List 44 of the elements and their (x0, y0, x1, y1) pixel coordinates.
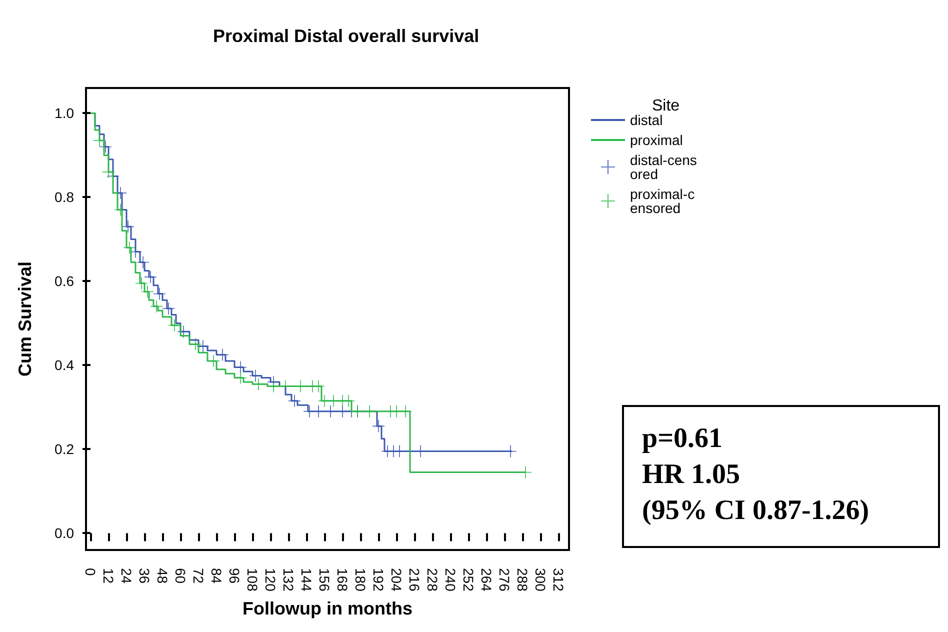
x-tick-label: 252 (460, 568, 476, 592)
legend-label: proximal-censored (630, 186, 695, 216)
x-tick-label: 36 (136, 568, 152, 584)
text: (95% CI 0.87-1.26) (642, 494, 870, 528)
x-tick-label: 60 (172, 568, 188, 584)
x-tick-label: 24 (118, 568, 134, 584)
x-tick-label: 312 (550, 568, 566, 592)
x-tick-label: 168 (334, 568, 350, 592)
x-tick-label: 300 (532, 568, 548, 592)
y-tick-label: 0.0 (54, 525, 74, 542)
chart-title: Proximal Distal overall survival (213, 26, 480, 46)
x-tick-label: 0 (82, 568, 98, 576)
x-tick-label: 264 (478, 568, 494, 592)
text: HR 1.05 (642, 458, 741, 492)
legend-title: Site (652, 98, 680, 114)
x-tick-label: 48 (154, 568, 170, 584)
x-tick-label: 108 (244, 568, 260, 592)
x-tick-label: 144 (298, 568, 314, 592)
x-tick-label: 96 (226, 568, 242, 584)
x-tick-label: 156 (316, 568, 332, 592)
x-tick-label: 84 (208, 568, 224, 584)
x-tick-label: 276 (496, 568, 512, 592)
x-axis-title: Followup in months (242, 598, 412, 618)
x-tick-label: 228 (424, 568, 440, 592)
y-axis-title: Cum Survival (15, 261, 35, 377)
x-tick-label: 192 (370, 568, 386, 592)
y-tick-label: 0.8 (54, 189, 74, 206)
x-tick-label: 72 (190, 568, 206, 584)
x-tick-label: 12 (100, 568, 116, 584)
x-tick-label: 240 (442, 568, 458, 592)
x-tick-label: 120 (262, 568, 278, 592)
x-tick-label: 216 (406, 568, 422, 592)
legend-label: distal-censored (630, 152, 697, 182)
x-tick-label: 204 (388, 568, 404, 592)
y-tick-label: 0.2 (54, 441, 74, 458)
text: p=0.61 (642, 422, 724, 456)
x-tick-label: 180 (352, 568, 368, 592)
x-tick-label: 288 (514, 568, 530, 592)
x-tick-label: 132 (280, 568, 296, 592)
y-tick-label: 1.0 (54, 105, 74, 122)
legend-label: distal (630, 112, 663, 128)
y-tick-label: 0.4 (54, 357, 74, 374)
y-tick-label: 0.6 (54, 273, 74, 290)
legend-label: proximal (630, 132, 683, 148)
